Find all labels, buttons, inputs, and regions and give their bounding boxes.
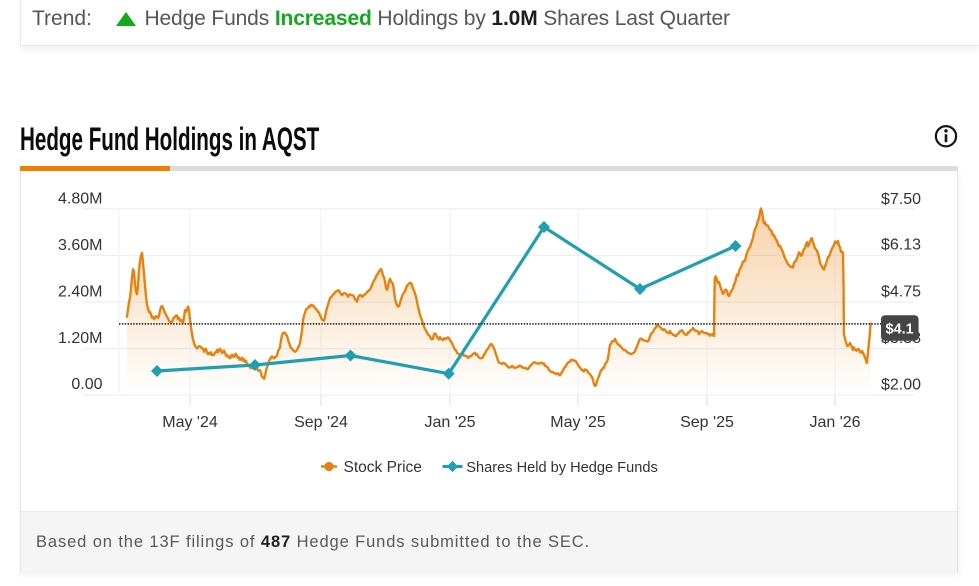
svg-text:Shares Held by Hedge Funds: Shares Held by Hedge Funds	[466, 460, 657, 476]
svg-text:$4.75: $4.75	[881, 284, 921, 301]
svg-text:0.00: 0.00	[71, 376, 102, 393]
svg-text:3.60M: 3.60M	[58, 237, 102, 254]
svg-text:2.40M: 2.40M	[58, 284, 102, 301]
svg-text:May '24: May '24	[162, 414, 218, 431]
svg-text:May '25: May '25	[550, 414, 606, 431]
svg-text:Sep '24: Sep '24	[294, 414, 348, 431]
svg-text:4.80M: 4.80M	[58, 191, 102, 208]
svg-text:Sep '25: Sep '25	[680, 414, 734, 431]
svg-text:Jan '25: Jan '25	[424, 414, 475, 431]
svg-text:Jan '26: Jan '26	[809, 414, 860, 431]
svg-text:$2.00: $2.00	[881, 377, 921, 394]
svg-text:$6.13: $6.13	[881, 237, 921, 254]
svg-text:$7.50: $7.50	[881, 191, 921, 208]
svg-text:1.20M: 1.20M	[58, 330, 102, 347]
svg-text:Stock Price: Stock Price	[344, 459, 422, 476]
svg-text:$4.1: $4.1	[885, 321, 913, 337]
